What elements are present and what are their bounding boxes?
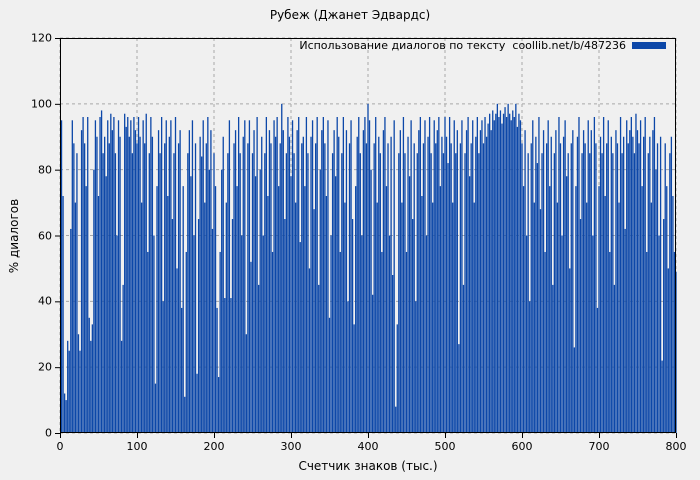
x-tick-label: 400 [357, 440, 379, 453]
x-tick-label: 0 [56, 440, 64, 453]
x-tick-label: 300 [280, 440, 302, 453]
x-tick-label: 600 [511, 440, 533, 453]
legend-series-swatch [632, 41, 666, 49]
plot-border [60, 38, 676, 433]
x-tick-label: 100 [126, 440, 148, 453]
y-tick-label: 40 [38, 294, 52, 308]
x-axis-title: Счетчик знаков (тыс.) [298, 459, 438, 473]
x-tick-label: 200 [203, 440, 225, 453]
legend: Использование диалогов по тексту coollib… [299, 38, 666, 52]
y-tick-label: 20 [38, 360, 52, 374]
x-tick-label: 500 [434, 440, 456, 453]
y-tick-label: 120 [31, 31, 52, 45]
x-tick-label: 700 [588, 440, 610, 453]
y-tick-label: 60 [38, 229, 52, 242]
y-tick-label: 100 [31, 97, 52, 111]
y-tick-label: 80 [38, 163, 52, 177]
series-impulses [60, 103, 677, 434]
x-tick-label: 800 [665, 440, 687, 453]
legend-label: Использование диалогов по тексту coollib… [299, 38, 626, 52]
chart-title: Рубеж (Джанет Эдвардс) [269, 8, 431, 22]
y-tick-label: 0 [45, 426, 52, 440]
